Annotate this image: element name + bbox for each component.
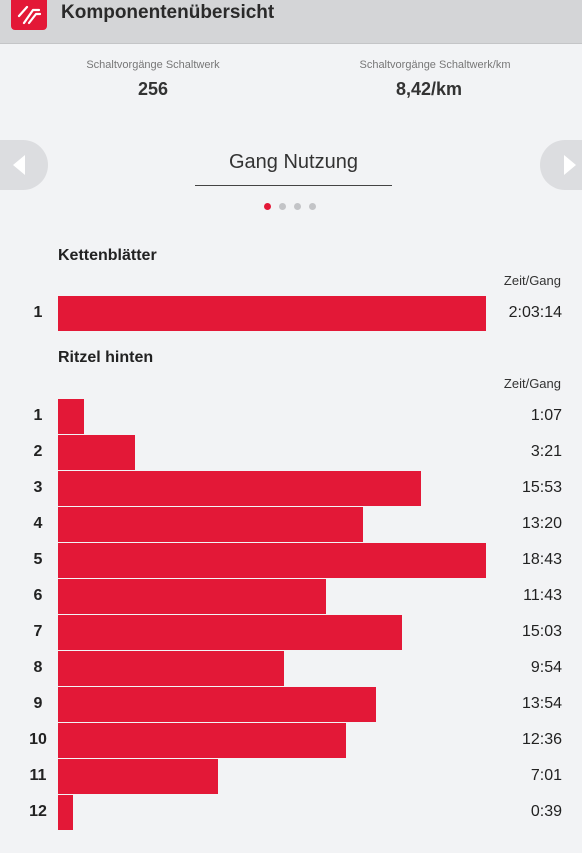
shift-per-km-value: 8,42/km xyxy=(395,79,463,99)
chevron-right-icon xyxy=(564,155,576,175)
gear-usage-bar xyxy=(58,651,284,686)
gear-usage-bar xyxy=(58,507,363,542)
carousel-dot[interactable] xyxy=(309,203,316,210)
time-per-gear-header: Zeit/Gang xyxy=(503,376,561,391)
gear-usage-bar xyxy=(58,471,421,506)
app-logo-icon xyxy=(11,0,47,30)
gear-usage-bar xyxy=(58,296,486,331)
gear-time-value: 15:53 xyxy=(521,479,562,496)
time-per-gear-header: Zeit/Gang xyxy=(503,273,561,288)
gear-number: 1 xyxy=(33,304,43,321)
gear-time-value: 15:03 xyxy=(521,623,562,640)
gear-number: 8 xyxy=(33,659,43,676)
carousel-title-underline xyxy=(195,185,392,186)
app-header: Komponentenübersicht xyxy=(0,0,582,44)
gear-time-value: 2:03:14 xyxy=(508,304,562,321)
chart-title: Kettenblätter xyxy=(58,247,157,264)
gear-number: 11 xyxy=(29,767,47,784)
gear-usage-bar xyxy=(58,723,346,758)
gear-number: 5 xyxy=(33,551,43,568)
page-title: Komponentenübersicht xyxy=(61,2,275,23)
gear-usage-bar xyxy=(58,399,84,434)
gear-time-value: 18:43 xyxy=(521,551,562,568)
gear-number: 4 xyxy=(33,515,43,532)
shift-count-value: 256 xyxy=(137,79,169,99)
gear-time-value: 0:39 xyxy=(530,803,562,820)
gear-usage-bar xyxy=(58,759,218,794)
chart-title: Ritzel hinten xyxy=(58,349,154,366)
gear-usage-bar xyxy=(58,543,486,578)
carousel-dot[interactable] xyxy=(294,203,301,210)
gear-usage-bar xyxy=(58,579,326,614)
carousel-next-button[interactable] xyxy=(540,140,582,190)
gear-time-value: 13:54 xyxy=(521,695,562,712)
gear-time-value: 9:54 xyxy=(530,659,562,676)
chevron-left-icon xyxy=(13,155,25,175)
gear-number: 3 xyxy=(33,479,43,496)
gear-usage-bar xyxy=(58,435,135,470)
gear-usage-bar xyxy=(58,687,376,722)
gear-number: 9 xyxy=(33,695,43,712)
carousel-title: Gang Nutzung xyxy=(229,151,358,173)
shift-count-label: Schaltvorgänge Schaltwerk xyxy=(86,59,220,71)
gear-time-value: 11:43 xyxy=(523,587,562,604)
gear-usage-bar xyxy=(58,615,402,650)
gear-number: 10 xyxy=(29,731,47,748)
gear-time-value: 3:21 xyxy=(530,443,562,460)
gear-number: 2 xyxy=(33,443,43,460)
gear-time-value: 12:36 xyxy=(521,731,562,748)
carousel-dot[interactable] xyxy=(279,203,286,210)
gear-number: 1 xyxy=(33,407,43,424)
gear-usage-bar xyxy=(58,795,73,830)
shift-per-km-label: Schaltvorgänge Schaltwerk/km xyxy=(359,59,511,71)
gear-number: 12 xyxy=(29,803,47,820)
gear-time-value: 13:20 xyxy=(521,515,562,532)
gear-number: 7 xyxy=(33,623,43,640)
carousel-prev-button[interactable] xyxy=(0,140,48,190)
gear-time-value: 7:01 xyxy=(530,767,562,784)
gear-time-value: 1:07 xyxy=(530,407,562,424)
carousel-dot[interactable] xyxy=(264,203,271,210)
gear-number: 6 xyxy=(33,587,43,604)
